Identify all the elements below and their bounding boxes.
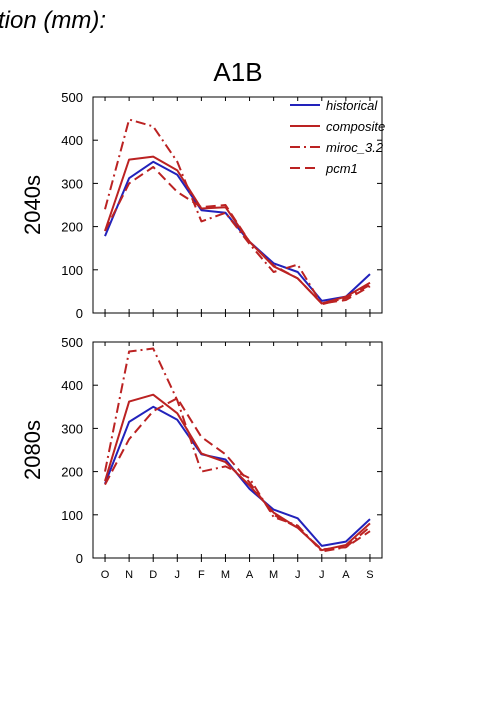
panel-2080s: 0 100 200 300 400 500 O N D J F M A M J J A S 2080s [20, 335, 383, 581]
series-line-miroc-3-2 [104, 118, 371, 306]
x-tick-label: J [295, 569, 301, 581]
y-tick-label: 300 [61, 421, 83, 436]
x-tick-label: M [221, 569, 230, 581]
scenario-title: A1B [213, 57, 262, 87]
y-tick-label: 0 [76, 551, 83, 566]
plot-frame [92, 341, 383, 559]
series-line-composite [104, 155, 371, 305]
series-line-historical [104, 160, 371, 302]
plot-frame [92, 96, 383, 314]
legend-label: miroc_3.2 [326, 140, 384, 155]
y-tick-label: 300 [61, 176, 83, 191]
y-tick-label: 100 [61, 263, 83, 278]
legend-label: pcm1 [325, 161, 358, 176]
y-tick-label: 0 [76, 306, 83, 321]
series-line-pcm1 [104, 397, 371, 551]
x-tick-label: A [342, 569, 350, 581]
series-line-miroc-3-2 [104, 347, 371, 553]
legend-label: historical [326, 98, 378, 113]
series-line-pcm1 [104, 166, 371, 305]
x-tick-label: O [101, 569, 110, 581]
x-tick-label: A [246, 569, 254, 581]
x-tick-label: J [175, 569, 181, 581]
x-tick-label: F [198, 569, 205, 581]
legend-label: composite [326, 119, 385, 134]
series-line-historical [104, 405, 371, 547]
x-tick-label: D [149, 569, 157, 581]
figure-heading: tion (mm): [0, 7, 106, 34]
y-tick-label: 200 [61, 220, 83, 235]
y-tick-label: 400 [61, 378, 83, 393]
y-tick-label: 400 [61, 133, 83, 148]
x-tick-label: S [366, 569, 373, 581]
panel-ylabel: 2040s [20, 175, 45, 235]
x-tick-label: N [125, 569, 133, 581]
y-tick-label: 100 [61, 508, 83, 523]
panel-2040s: 0 100 200 300 400 500 2040s [20, 90, 383, 321]
x-tick-label: M [269, 569, 278, 581]
y-tick-label: 500 [61, 90, 83, 105]
series-line-composite [104, 393, 371, 552]
y-tick-label: 500 [61, 335, 83, 350]
x-tick-label: J [319, 569, 325, 581]
panel-ylabel: 2080s [20, 420, 45, 480]
legend: historical composite miroc_3.2 pcm1 [290, 98, 385, 176]
y-tick-label: 200 [61, 465, 83, 480]
